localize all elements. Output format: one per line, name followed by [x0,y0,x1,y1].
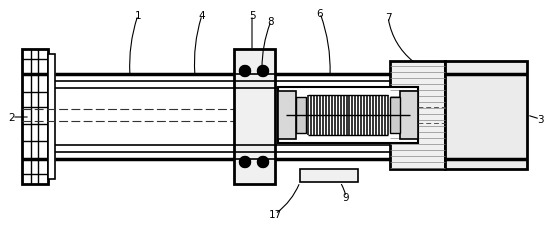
Bar [300,169,358,182]
Text: 4: 4 [199,11,206,21]
Bar [400,92,418,139]
Text: 6: 6 [317,9,323,19]
Text: 5: 5 [248,11,255,21]
Text: 2: 2 [9,112,15,122]
Circle shape [240,66,251,77]
Bar [390,97,400,134]
Circle shape [257,157,268,168]
Text: 3: 3 [537,115,543,125]
Bar [234,50,275,184]
Bar [296,97,306,134]
Bar [278,92,296,139]
Text: 1: 1 [135,11,141,21]
Bar [445,62,527,169]
Text: 17: 17 [268,209,282,219]
Bar [48,55,55,179]
Text: 7: 7 [385,13,392,23]
Bar [390,62,445,169]
Bar [22,50,48,184]
Circle shape [257,66,268,77]
Text: 9: 9 [343,192,349,202]
Circle shape [240,157,251,168]
Bar [278,88,418,143]
Text: 8: 8 [268,17,274,27]
